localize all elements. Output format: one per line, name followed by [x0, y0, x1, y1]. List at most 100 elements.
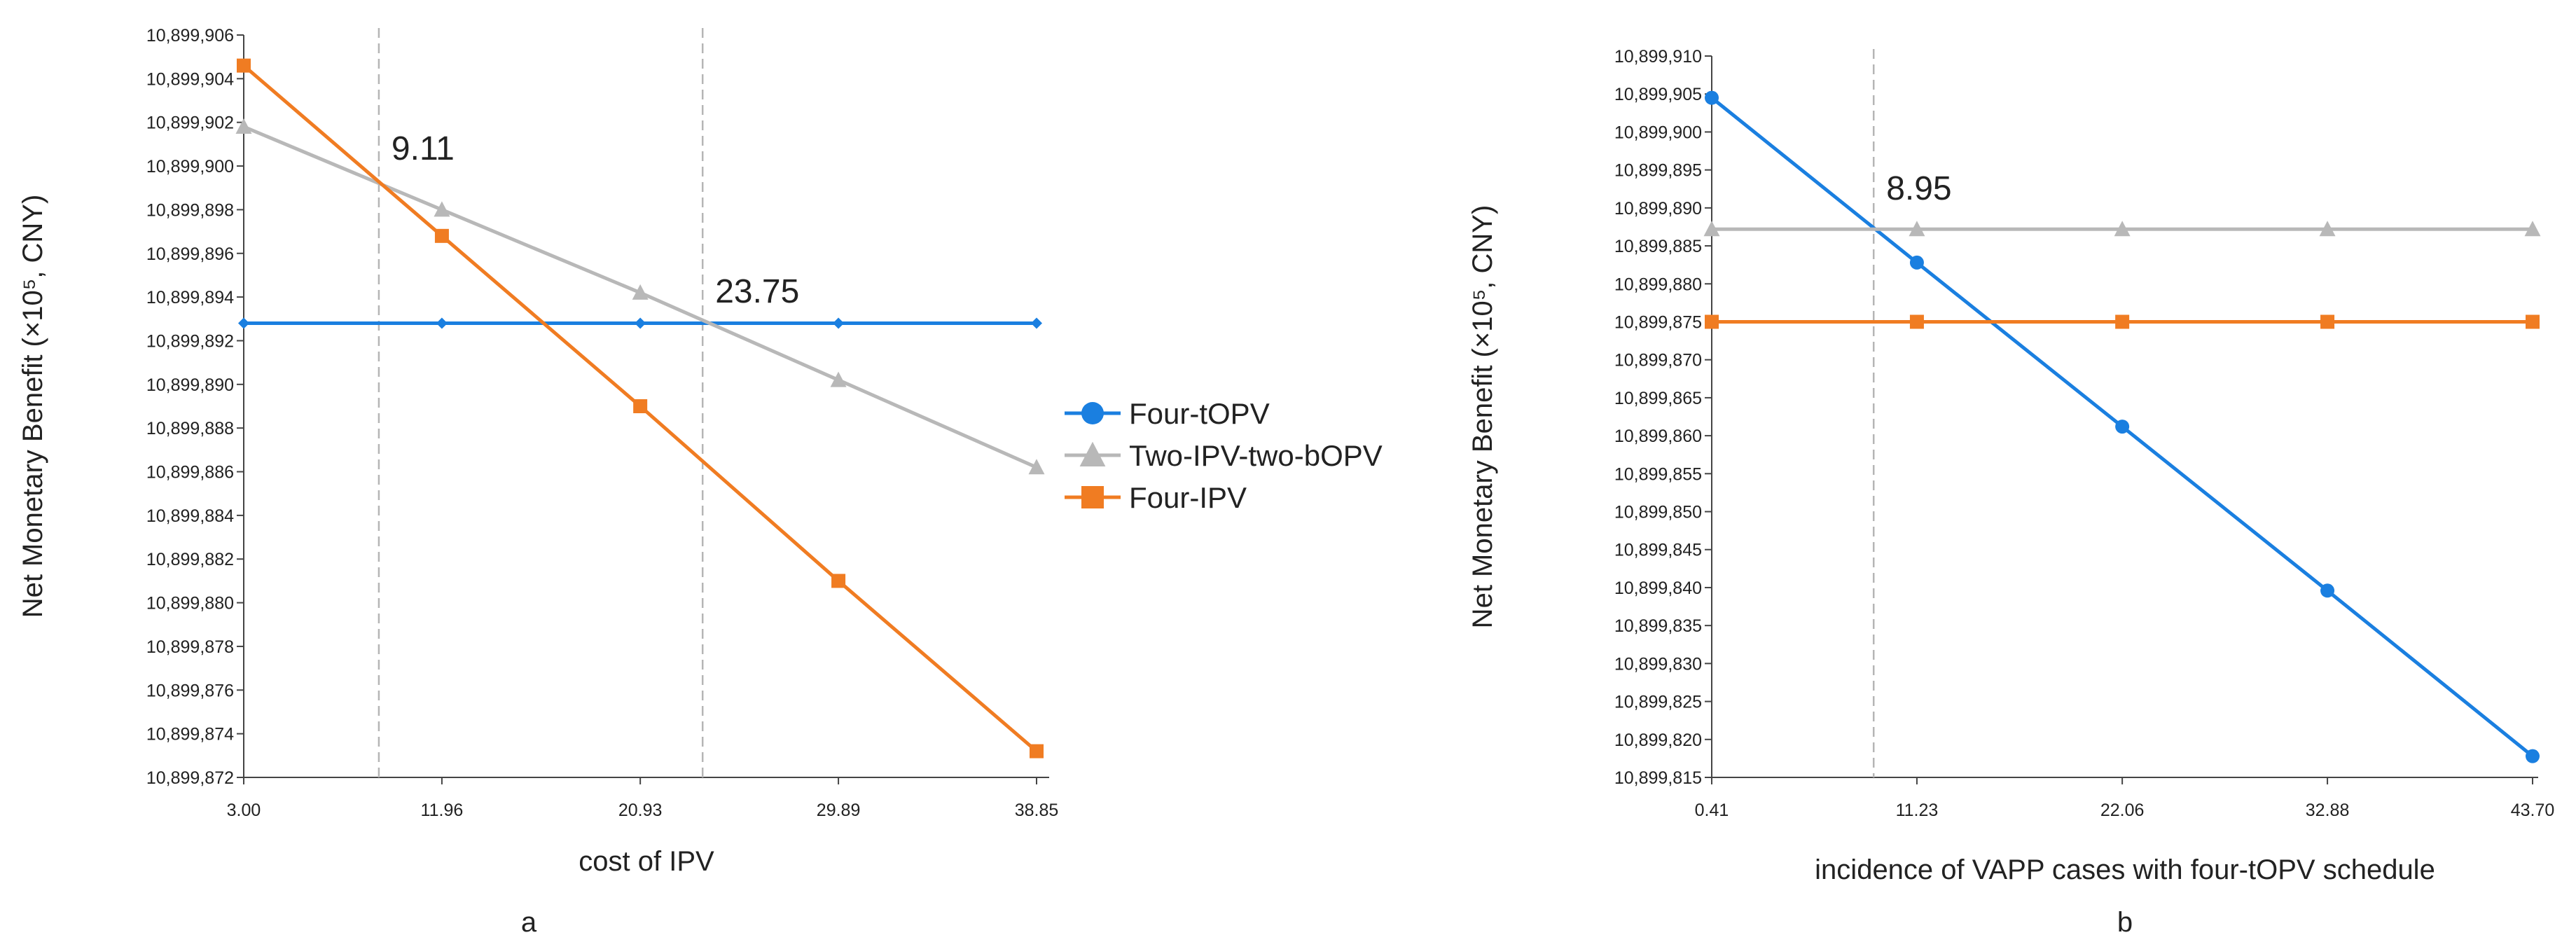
data-point — [1031, 317, 1042, 329]
y-tick-label: 10,899,896 — [146, 244, 234, 264]
y-tick-label: 10,899,815 — [1614, 768, 1702, 788]
y-tick-label: 10,899,830 — [1614, 654, 1702, 674]
y-tick-label: 10,899,890 — [1614, 199, 1702, 219]
y-tick-label: 10,899,855 — [1614, 464, 1702, 484]
y-tick-label: 10,899,885 — [1614, 237, 1702, 256]
x-tick-label: 11.96 — [421, 801, 464, 820]
data-point — [2320, 314, 2335, 329]
x-tick-label: 20.93 — [618, 801, 663, 820]
data-point — [434, 228, 449, 243]
y-axis-title: Net Monetary Benefit (×10⁵, CNY) — [1467, 205, 1498, 629]
x-tick-label: 3.00 — [227, 801, 261, 820]
series-four-topv — [1705, 90, 2540, 763]
legend-marker — [1081, 402, 1104, 424]
y-tick-label: 10,899,880 — [146, 594, 234, 614]
data-point — [633, 399, 648, 413]
y-tick-label: 10,899,820 — [1614, 730, 1702, 750]
data-point — [1909, 221, 1925, 237]
y-tick-label: 10,899,906 — [146, 26, 234, 46]
legend-label: Four-tOPV — [1129, 397, 1270, 430]
y-tick-label: 10,899,876 — [146, 681, 234, 700]
data-point — [2524, 221, 2541, 237]
x-tick-label: 43.70 — [2511, 801, 2555, 820]
data-point — [635, 317, 646, 329]
threshold-label: 9.11 — [392, 130, 455, 167]
threshold-label: 8.95 — [1886, 170, 1951, 207]
data-point — [235, 118, 252, 134]
y-tick-label: 10,899,845 — [1614, 541, 1702, 560]
y-tick-label: 10,899,898 — [146, 200, 234, 220]
threshold-label: 23.75 — [715, 273, 799, 310]
data-point — [2115, 420, 2130, 434]
series-four-topv — [238, 317, 1042, 329]
data-point — [833, 317, 845, 329]
data-point — [434, 201, 450, 217]
data-point — [1703, 221, 1720, 237]
y-tick-label: 10,899,872 — [146, 768, 234, 788]
y-tick-label: 10,899,894 — [146, 288, 234, 307]
x-tick-label: 29.89 — [817, 801, 861, 820]
legend-marker — [1079, 441, 1106, 466]
y-tick-label: 10,899,880 — [1614, 275, 1702, 294]
series-two-ipv-two-bopv — [235, 118, 1045, 475]
y-tick-label: 10,899,900 — [146, 157, 234, 176]
y-tick-label: 10,899,835 — [1614, 616, 1702, 636]
data-point — [2319, 221, 2336, 237]
y-tick-label: 10,899,886 — [146, 463, 234, 483]
y-tick-label: 10,899,825 — [1614, 693, 1702, 712]
series-four-ipv — [237, 58, 1044, 758]
y-tick-label: 10,899,904 — [146, 69, 234, 89]
x-tick-label: 11.23 — [1896, 801, 1939, 820]
y-tick-label: 10,899,895 — [1614, 161, 1702, 181]
y-tick-label: 10,899,874 — [146, 725, 234, 744]
data-point — [238, 317, 249, 329]
data-point — [2320, 583, 2335, 598]
y-tick-label: 10,899,882 — [146, 550, 234, 569]
x-tick-label: 22.06 — [2100, 801, 2145, 820]
data-point — [2115, 314, 2130, 329]
chart-panel-a: 10,899,872 10,899,874 10,899,876 10,899,878… — [18, 26, 1383, 938]
y-tick-label: 10,899,890 — [146, 375, 234, 395]
series-two-ipv-two-bopv — [1703, 221, 2541, 237]
data-point — [2526, 749, 2540, 763]
legend-item: Four-IPV — [1065, 481, 1247, 514]
y-tick-label: 10,899,850 — [1614, 503, 1702, 522]
y-tick-label: 10,899,910 — [1614, 47, 1702, 67]
y-tick-label: 10,899,860 — [1614, 427, 1702, 446]
y-axis-title: Net Monetary Benefit (×10⁵, CNY) — [18, 195, 48, 618]
y-tick-label: 10,899,892 — [146, 331, 234, 351]
legend-marker — [1081, 486, 1104, 508]
data-point — [1909, 314, 1924, 329]
y-tick-label: 10,899,840 — [1614, 579, 1702, 598]
series-four-ipv — [1705, 314, 2540, 329]
y-tick-label: 10,899,878 — [146, 637, 234, 657]
x-tick-label: 32.88 — [2306, 801, 2350, 820]
data-point — [2526, 314, 2540, 329]
data-point — [1028, 459, 1045, 475]
x-axis-title: incidence of VAPP cases with four-tOPV s… — [1815, 854, 2435, 885]
chart-panel-b: 10,899,815 10,899,820 10,899,825 10,899,830… — [1467, 47, 2554, 938]
data-point — [1909, 255, 1924, 270]
legend-item: Four-tOPV — [1065, 397, 1270, 430]
panel-label: b — [2117, 907, 2133, 938]
legend-label: Two-IPV-two-bOPV — [1129, 439, 1383, 472]
y-tick-label: 10,899,902 — [146, 113, 234, 133]
data-point — [632, 284, 649, 300]
y-tick-label: 10,899,900 — [1614, 123, 1702, 142]
data-point — [831, 574, 846, 588]
x-tick-label: 0.41 — [1695, 801, 1729, 820]
y-tick-label: 10,899,870 — [1614, 351, 1702, 370]
legend: Four-tOPV Two-IPV-two-bOPV Four-IPV — [1065, 397, 1383, 514]
data-point — [1705, 90, 1719, 105]
panel-label: a — [521, 907, 537, 938]
data-point — [1030, 744, 1044, 758]
y-tick-label: 10,899,865 — [1614, 389, 1702, 408]
data-point — [237, 58, 251, 73]
y-tick-label: 10,899,875 — [1614, 312, 1702, 332]
data-point — [830, 371, 847, 387]
y-tick-label: 10,899,905 — [1614, 85, 1702, 104]
legend-label: Four-IPV — [1129, 481, 1247, 514]
data-point — [2114, 221, 2131, 237]
data-point — [1705, 314, 1719, 329]
